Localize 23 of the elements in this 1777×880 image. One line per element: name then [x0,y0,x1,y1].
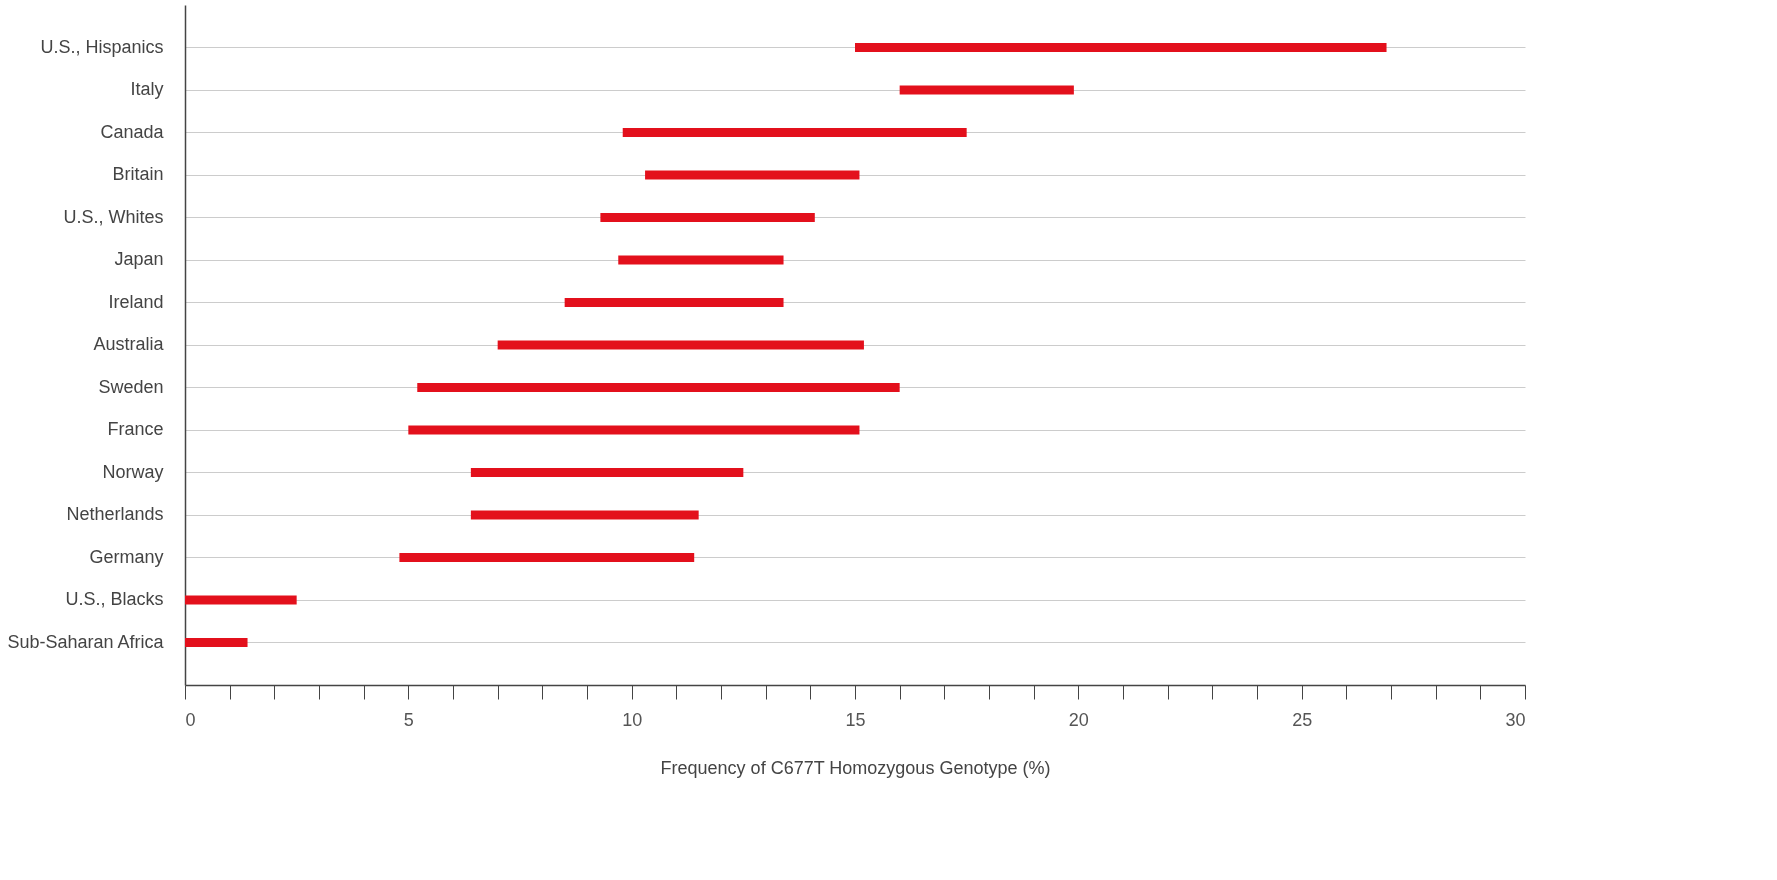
y-tick-label: U.S., Blacks [65,589,164,609]
x-tick-label: 15 [845,709,866,730]
y-tick-label: U.S., Hispanics [40,36,164,57]
x-tick-label: 30 [1505,709,1526,730]
y-tick-label: Sweden [98,376,164,397]
y-tick-label: Netherlands [66,504,164,524]
x-axis-title: Frequency of C677T Homozygous Genotype (%) [660,757,1051,778]
y-tick-label: Norway [102,461,164,482]
x-tick-label: 25 [1292,709,1313,730]
x-tick-label: 10 [622,709,643,730]
x-tick-label: 20 [1068,709,1089,730]
y-tick-label: U.S., Whites [63,206,164,227]
y-tick-label: Britain [112,164,164,184]
x-tick-label: 5 [403,709,414,730]
y-tick-label: Germany [89,546,164,567]
y-tick-label: Japan [114,249,164,269]
y-tick-label: Sub-Saharan Africa [7,631,165,652]
y-tick-label: France [107,419,164,439]
y-tick-label: Canada [100,121,165,142]
y-tick-label: Ireland [108,291,164,312]
y-tick-label: Australia [93,334,165,354]
x-tick-label: 0 [185,709,196,730]
y-tick-label: Italy [130,79,164,99]
